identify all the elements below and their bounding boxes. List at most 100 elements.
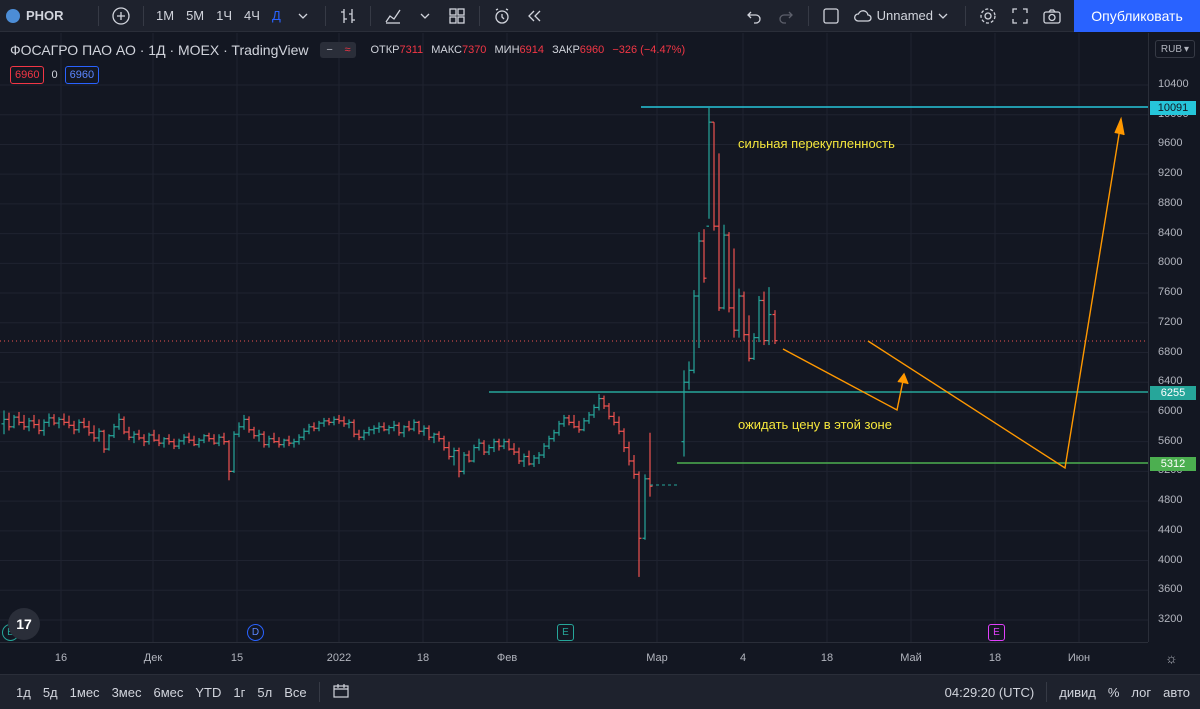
- interval-day[interactable]: Д: [271, 8, 281, 23]
- range-ytd[interactable]: YTD: [195, 684, 222, 700]
- ohlc-bar: [321, 417, 327, 427]
- ohlc-bar: [171, 438, 177, 450]
- price-tick-label: 4400: [1158, 523, 1183, 536]
- price-tick-label: 5600: [1158, 434, 1183, 447]
- time-tick-label: 18: [820, 652, 834, 664]
- earnings-marker[interactable]: E: [988, 624, 1005, 641]
- forecast-arrows: [782, 116, 1125, 470]
- instrument-title[interactable]: ФОСАГРО ПАО АО · 1Д · MOEX · TradingView: [10, 42, 309, 58]
- grid-icon: [449, 7, 465, 24]
- price-tick-label: 9600: [1158, 137, 1183, 150]
- time-axis[interactable]: [0, 642, 1148, 674]
- alert-button[interactable]: [486, 0, 518, 32]
- ohlc-bar: [231, 431, 237, 473]
- symbol-search[interactable]: PHOR: [0, 8, 92, 23]
- time-tick-label: 4: [739, 652, 747, 664]
- annotation-wait-zone[interactable]: ожидать цену в этой зоне: [738, 417, 892, 432]
- ohlc-bar: [201, 434, 207, 444]
- range-5d[interactable]: 5д: [42, 684, 58, 700]
- percent-toggle[interactable]: %: [1107, 684, 1120, 700]
- interval-4h[interactable]: 4Ч: [244, 8, 260, 23]
- chart-settings-gear-icon[interactable]: ☼: [1165, 650, 1178, 666]
- price-chart[interactable]: [0, 33, 1148, 642]
- ohlc-bar: [56, 417, 62, 429]
- buy-price-button[interactable]: 6960: [64, 66, 100, 84]
- ohlc-bars-icon: [340, 8, 355, 23]
- bar-type-button[interactable]: [332, 0, 364, 32]
- auto-toggle[interactable]: авто: [1163, 684, 1190, 700]
- tradingview-logo-icon[interactable]: 17: [8, 608, 40, 640]
- indicators-dropdown[interactable]: [409, 0, 441, 32]
- interval-5m[interactable]: 5М: [186, 8, 205, 23]
- ohlc-bar: [376, 422, 382, 433]
- range-1m[interactable]: 1мес: [69, 684, 100, 700]
- range-all[interactable]: Все: [284, 684, 307, 700]
- time-tick-label: Дек: [143, 652, 163, 664]
- sell-price-button[interactable]: 6960: [10, 66, 45, 84]
- interval-1h[interactable]: 1Ч: [216, 8, 233, 23]
- dividend-marker[interactable]: D: [247, 624, 264, 641]
- snapshot-button[interactable]: [1036, 0, 1068, 32]
- publish-button[interactable]: Опубликовать: [1074, 0, 1200, 32]
- ohlc-bar: [496, 438, 502, 451]
- ohlc-bar: [386, 425, 392, 435]
- annotation-overbought[interactable]: сильная перекупленность: [738, 136, 895, 151]
- redo-button[interactable]: [770, 0, 802, 32]
- interval-1m[interactable]: 1М: [156, 8, 175, 23]
- ohlc-bar: [361, 429, 367, 441]
- gear-icon: [980, 7, 996, 24]
- ohlc-bar: [26, 417, 32, 432]
- save-layout-button[interactable]: Unnamed: [847, 0, 959, 32]
- ohlc-bar: [436, 431, 442, 442]
- ohlc-bar: [516, 447, 522, 464]
- indicators-button[interactable]: [377, 0, 409, 32]
- layout-button[interactable]: [815, 0, 847, 32]
- undo-button[interactable]: [738, 0, 770, 32]
- range-1y[interactable]: 1г: [233, 684, 246, 700]
- earnings-marker[interactable]: E: [557, 624, 574, 641]
- minus-icon: −: [326, 44, 333, 56]
- ohlc-bar: [551, 429, 557, 442]
- currency-selector[interactable]: RUB ▾: [1155, 40, 1195, 58]
- ohlc-bar: [256, 429, 262, 442]
- settings-button[interactable]: [972, 0, 1004, 32]
- log-toggle[interactable]: лог: [1131, 684, 1152, 700]
- ohlc-bar: [351, 419, 357, 438]
- ohlc-bar: [586, 411, 592, 424]
- price-label-5312: 5312: [1150, 457, 1196, 471]
- ohlc-bar: [306, 423, 312, 435]
- ohlc-bar: [411, 419, 417, 432]
- ohlc-bar: [211, 434, 217, 445]
- legend-toggle[interactable]: − ≈: [320, 42, 357, 58]
- compare-button[interactable]: [105, 0, 137, 32]
- ohlc-bar: [441, 435, 447, 451]
- ohlc-bar: [156, 434, 162, 447]
- ohlc-bar: [626, 441, 632, 466]
- fullscreen-button[interactable]: [1004, 0, 1036, 32]
- phosagro-logo-icon: [6, 8, 20, 23]
- clock-display[interactable]: 04:29:20 (UTC): [944, 684, 1035, 700]
- redo-icon: [778, 11, 793, 24]
- range-6m[interactable]: 6мес: [153, 684, 184, 700]
- price-axis[interactable]: [1148, 33, 1200, 642]
- ohlc-bar: [91, 425, 97, 442]
- ohlc-bar: [116, 413, 122, 430]
- range-1d[interactable]: 1д: [16, 684, 31, 700]
- templates-button[interactable]: [441, 0, 473, 32]
- replay-button[interactable]: [518, 0, 550, 32]
- ohlc-bar: [11, 414, 17, 429]
- dividends-toggle[interactable]: дивид: [1059, 684, 1096, 700]
- ohlc-bar: [766, 287, 772, 346]
- interval-dropdown[interactable]: [287, 0, 319, 32]
- goto-date-button[interactable]: [326, 682, 356, 703]
- divider: [369, 5, 371, 26]
- plus-circle-icon: [112, 6, 130, 25]
- arrow-down-2: [867, 121, 1122, 470]
- range-3m[interactable]: 3мес: [111, 684, 142, 700]
- ohlc-bar: [647, 432, 653, 497]
- ohlc-bar: [51, 414, 57, 426]
- ohlc-bar: [331, 416, 337, 426]
- range-5y[interactable]: 5л: [257, 684, 273, 700]
- calendar-range-icon: [332, 683, 349, 698]
- ohlc-bar: [346, 419, 352, 429]
